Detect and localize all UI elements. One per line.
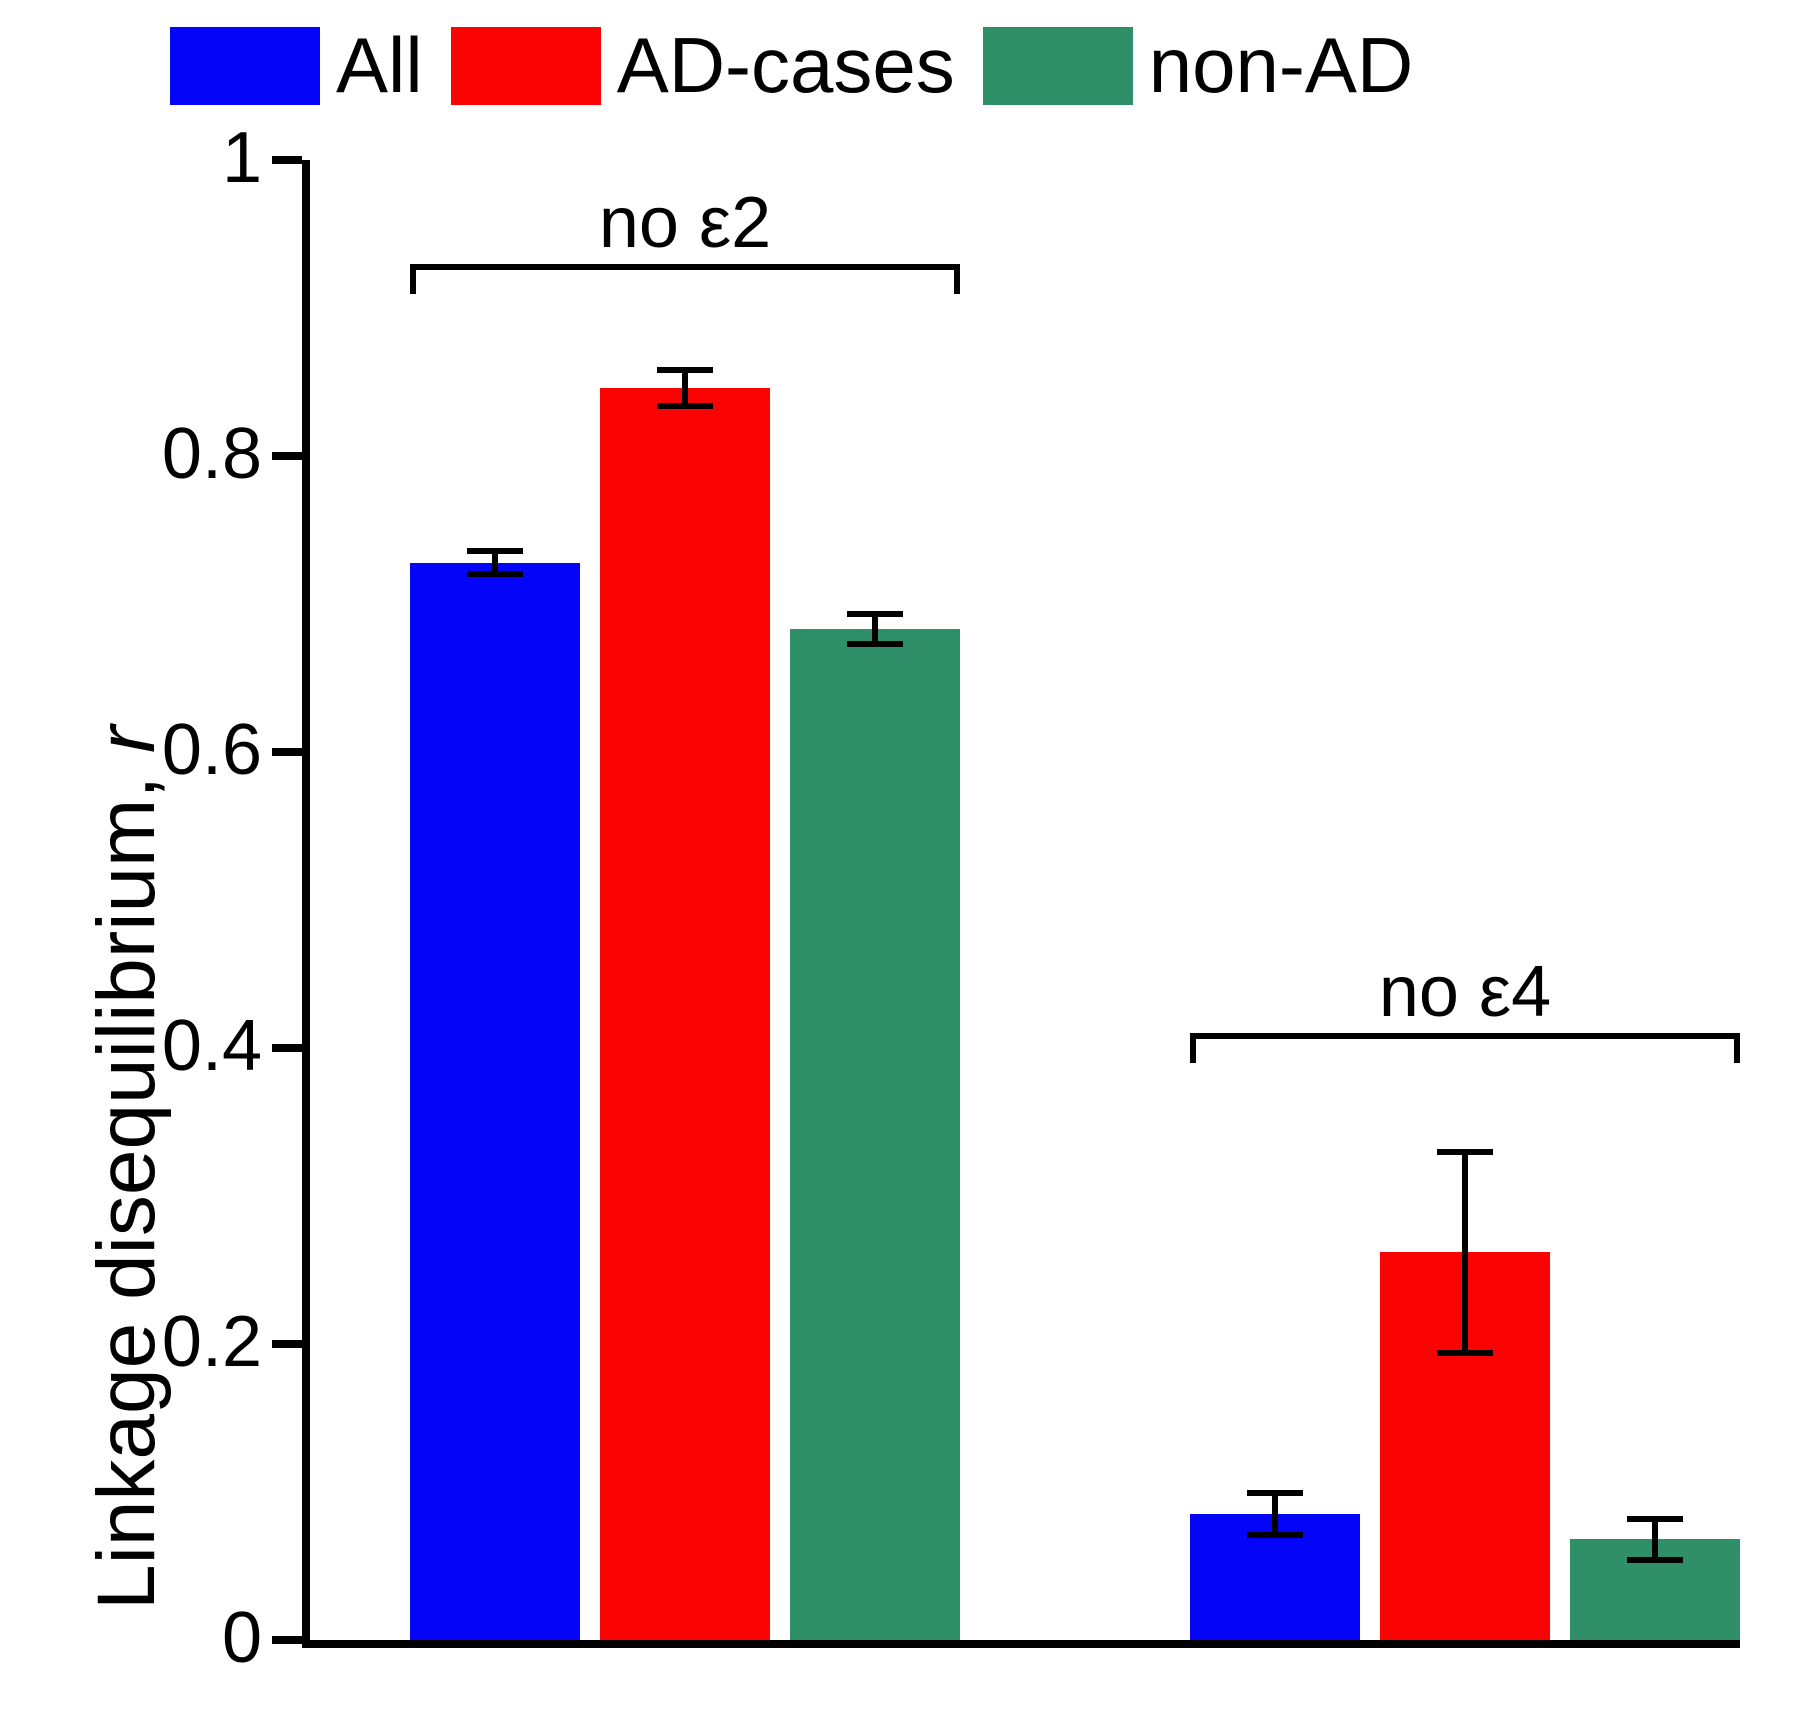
error-cap [1437,1149,1493,1155]
group-label: no ε4 [1190,951,1740,1033]
error-cap [1627,1516,1683,1522]
y-tick [272,1636,302,1644]
legend-item: AD-cases [451,20,955,111]
y-tick [272,156,302,164]
plot-area: 00.20.40.60.81no ε2no ε4 [310,160,1740,1640]
y-tick [272,748,302,756]
group-bracket-tick [1734,1033,1740,1063]
legend: All AD-cases non-AD [170,20,1413,111]
chart-container: { "legend": { "items": [ { "label": "All… [0,0,1800,1714]
y-axis-title-italic: r [81,726,172,753]
group-bracket-tick [1190,1033,1196,1063]
bar [600,388,770,1640]
y-tick [272,452,302,460]
error-cap [467,548,523,554]
error-cap [847,641,903,647]
legend-swatch [451,27,601,105]
error-cap [1247,1490,1303,1496]
group-bracket-tick [410,264,416,294]
legend-swatch [170,27,320,105]
group-label: no ε2 [410,182,960,264]
error-bar [872,614,878,644]
y-tick [272,1044,302,1052]
y-tick-label: 1 [112,117,262,199]
error-cap [657,403,713,409]
error-bar [1652,1519,1658,1560]
legend-item: non-AD [983,20,1413,111]
legend-label: AD-cases [617,20,955,111]
legend-swatch [983,27,1133,105]
legend-label: non-AD [1149,20,1413,111]
group-bracket-tick [954,264,960,294]
y-axis-title-text: Linkage disequilibrium, [81,753,172,1610]
error-cap [657,367,713,373]
error-cap [467,571,523,577]
legend-item: All [170,20,423,111]
x-axis [302,1640,1740,1648]
y-tick-label: 0.8 [112,413,262,495]
error-cap [1247,1532,1303,1538]
bar [790,629,960,1640]
group-bracket [410,264,960,270]
group-bracket [1190,1033,1740,1039]
y-tick [272,1340,302,1348]
error-cap [1437,1350,1493,1356]
y-axis [302,160,310,1648]
error-bar [682,370,688,406]
error-cap [1627,1557,1683,1563]
y-axis-title: Linkage disequilibrium, r [80,726,174,1610]
error-bar [1272,1493,1278,1534]
error-cap [847,611,903,617]
error-bar [1462,1152,1468,1353]
bar [410,563,580,1640]
legend-label: All [336,20,423,111]
